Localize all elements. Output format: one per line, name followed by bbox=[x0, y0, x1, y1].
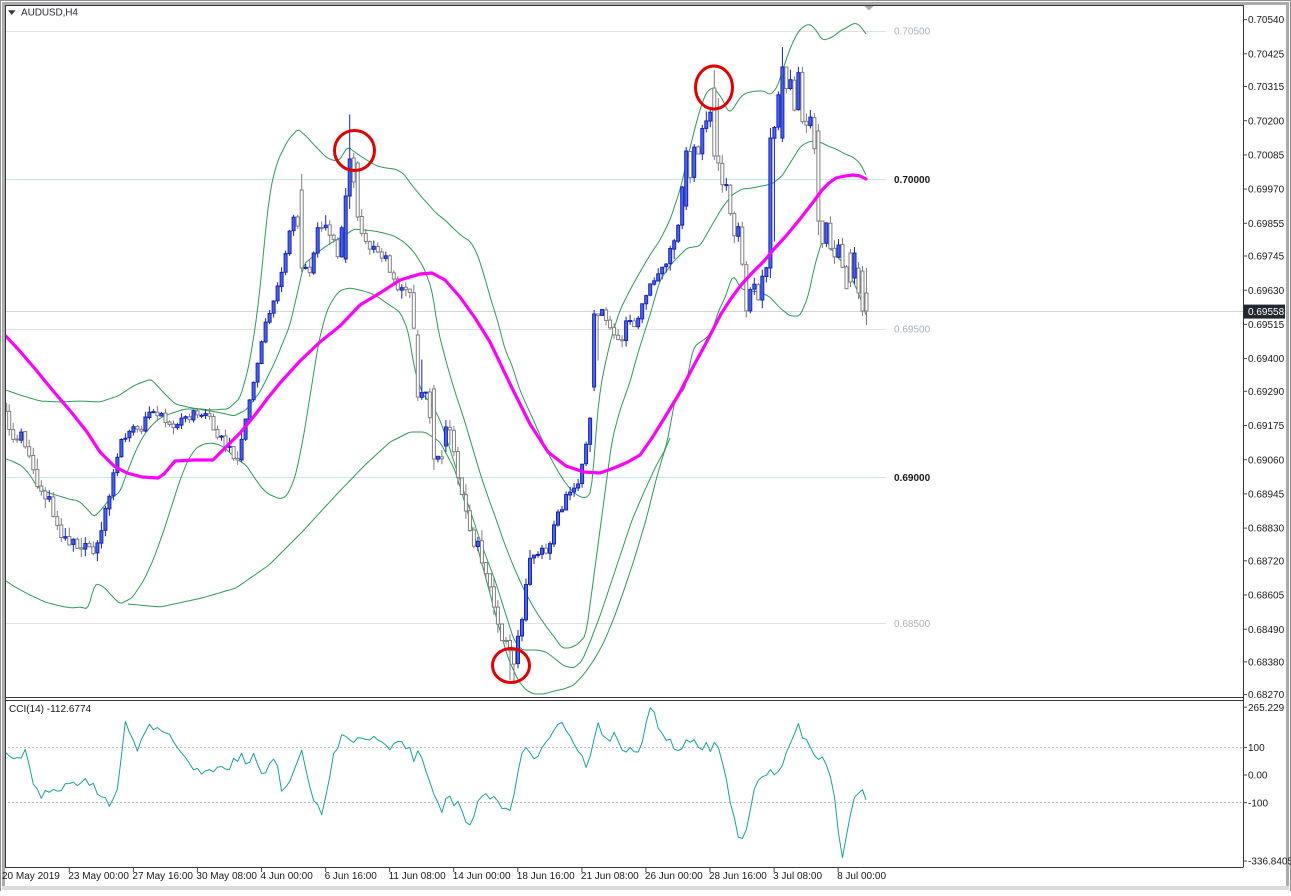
svg-text:CCI(14) -112.6774: CCI(14) -112.6774 bbox=[9, 704, 92, 715]
svg-text:14 Jun 00:00: 14 Jun 00:00 bbox=[453, 871, 511, 882]
svg-text:AUDUSD,H4: AUDUSD,H4 bbox=[21, 8, 78, 19]
svg-text:0.69500: 0.69500 bbox=[894, 325, 931, 336]
svg-text:0.68490: 0.68490 bbox=[1248, 625, 1285, 636]
svg-text:0.68270: 0.68270 bbox=[1248, 690, 1285, 701]
svg-text:21 Jun 08:00: 21 Jun 08:00 bbox=[581, 871, 639, 882]
svg-text:4 Jun 00:00: 4 Jun 00:00 bbox=[261, 871, 314, 882]
svg-text:0.68720: 0.68720 bbox=[1248, 556, 1285, 567]
svg-text:20 May 2019: 20 May 2019 bbox=[2, 871, 60, 882]
svg-text:0.70425: 0.70425 bbox=[1248, 49, 1285, 60]
svg-text:0.70315: 0.70315 bbox=[1248, 82, 1285, 93]
svg-text:0.70500: 0.70500 bbox=[894, 27, 931, 38]
svg-text:0.69745: 0.69745 bbox=[1248, 252, 1285, 263]
svg-text:0.69175: 0.69175 bbox=[1248, 421, 1285, 432]
svg-text:0.69000: 0.69000 bbox=[894, 473, 931, 484]
svg-text:0.69515: 0.69515 bbox=[1248, 320, 1285, 331]
svg-text:0.69970: 0.69970 bbox=[1248, 185, 1285, 196]
svg-text:100: 100 bbox=[1248, 743, 1265, 754]
svg-text:0.69630: 0.69630 bbox=[1248, 286, 1285, 297]
svg-text:30 May 08:00: 30 May 08:00 bbox=[196, 871, 257, 882]
svg-text:3 Jul 08:00: 3 Jul 08:00 bbox=[773, 871, 822, 882]
svg-text:0.68605: 0.68605 bbox=[1248, 591, 1285, 602]
svg-text:8 Jul 00:00: 8 Jul 00:00 bbox=[837, 871, 886, 882]
svg-text:18 Jun 16:00: 18 Jun 16:00 bbox=[517, 871, 575, 882]
svg-text:0.70540: 0.70540 bbox=[1248, 15, 1285, 26]
svg-text:28 Jun 16:00: 28 Jun 16:00 bbox=[709, 871, 767, 882]
svg-text:0.69290: 0.69290 bbox=[1248, 387, 1285, 398]
svg-text:-336.8405: -336.8405 bbox=[1248, 857, 1291, 868]
svg-text:265.229: 265.229 bbox=[1248, 703, 1285, 714]
svg-text:27 May 16:00: 27 May 16:00 bbox=[132, 871, 193, 882]
svg-text:-100: -100 bbox=[1248, 798, 1268, 809]
svg-text:0.68380: 0.68380 bbox=[1248, 658, 1285, 669]
svg-text:0.68945: 0.68945 bbox=[1248, 490, 1285, 501]
svg-text:0.70085: 0.70085 bbox=[1248, 151, 1285, 162]
svg-text:0.70000: 0.70000 bbox=[894, 175, 931, 186]
svg-text:11 Jun 08:00: 11 Jun 08:00 bbox=[389, 871, 447, 882]
svg-text:0.69060: 0.69060 bbox=[1248, 455, 1285, 466]
svg-text:0.69558: 0.69558 bbox=[1248, 307, 1285, 318]
svg-text:0.69400: 0.69400 bbox=[1248, 354, 1285, 365]
svg-text:23 May 00:00: 23 May 00:00 bbox=[68, 871, 129, 882]
svg-text:0.69855: 0.69855 bbox=[1248, 219, 1285, 230]
svg-text:0.00: 0.00 bbox=[1248, 771, 1268, 782]
svg-text:6 Jun 16:00: 6 Jun 16:00 bbox=[325, 871, 378, 882]
svg-text:0.68500: 0.68500 bbox=[894, 619, 931, 630]
svg-text:0.70200: 0.70200 bbox=[1248, 116, 1285, 127]
svg-text:26 Jun 00:00: 26 Jun 00:00 bbox=[645, 871, 703, 882]
svg-text:0.68830: 0.68830 bbox=[1248, 524, 1285, 535]
